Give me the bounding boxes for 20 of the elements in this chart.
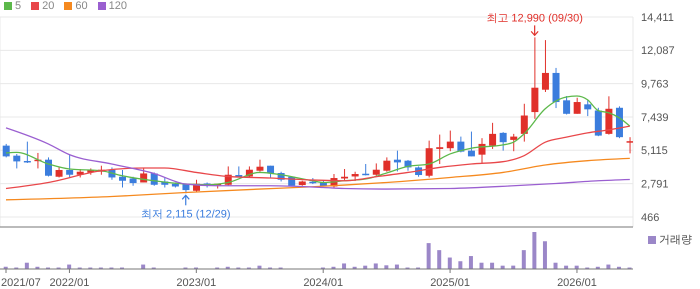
x-tick-label: 2024/01 <box>303 277 344 289</box>
x-tick-label: 2026/01 <box>557 277 597 289</box>
y-tick-label: 7,439 <box>641 112 669 124</box>
y-tick-label: 9,763 <box>641 78 669 91</box>
legend-label: 거래량 <box>659 233 692 247</box>
legend-label: 20 <box>42 0 54 12</box>
x-tick-label: 2023/01 <box>176 277 216 289</box>
y-tick-label: 12,087 <box>641 45 675 58</box>
y-tick-label: 5,115 <box>641 145 668 158</box>
x-tick-label: 2025/01 <box>430 277 470 289</box>
annotation: 최저 2,115 (12/29) <box>140 208 231 220</box>
x-tick-label: 2021/07 <box>1 277 41 289</box>
annotation: 최고 12,990 (09/30) <box>486 12 583 24</box>
legend-label: 5 <box>15 0 22 12</box>
legend-label: 60 <box>75 0 88 12</box>
y-tick-label: 14,411 <box>641 12 674 24</box>
x-tick-label: 2022/01 <box>50 277 90 289</box>
legend-label: 120 <box>108 0 127 12</box>
y-tick-label: 466 <box>641 212 660 224</box>
y-tick-label: 2,791 <box>641 178 669 191</box>
